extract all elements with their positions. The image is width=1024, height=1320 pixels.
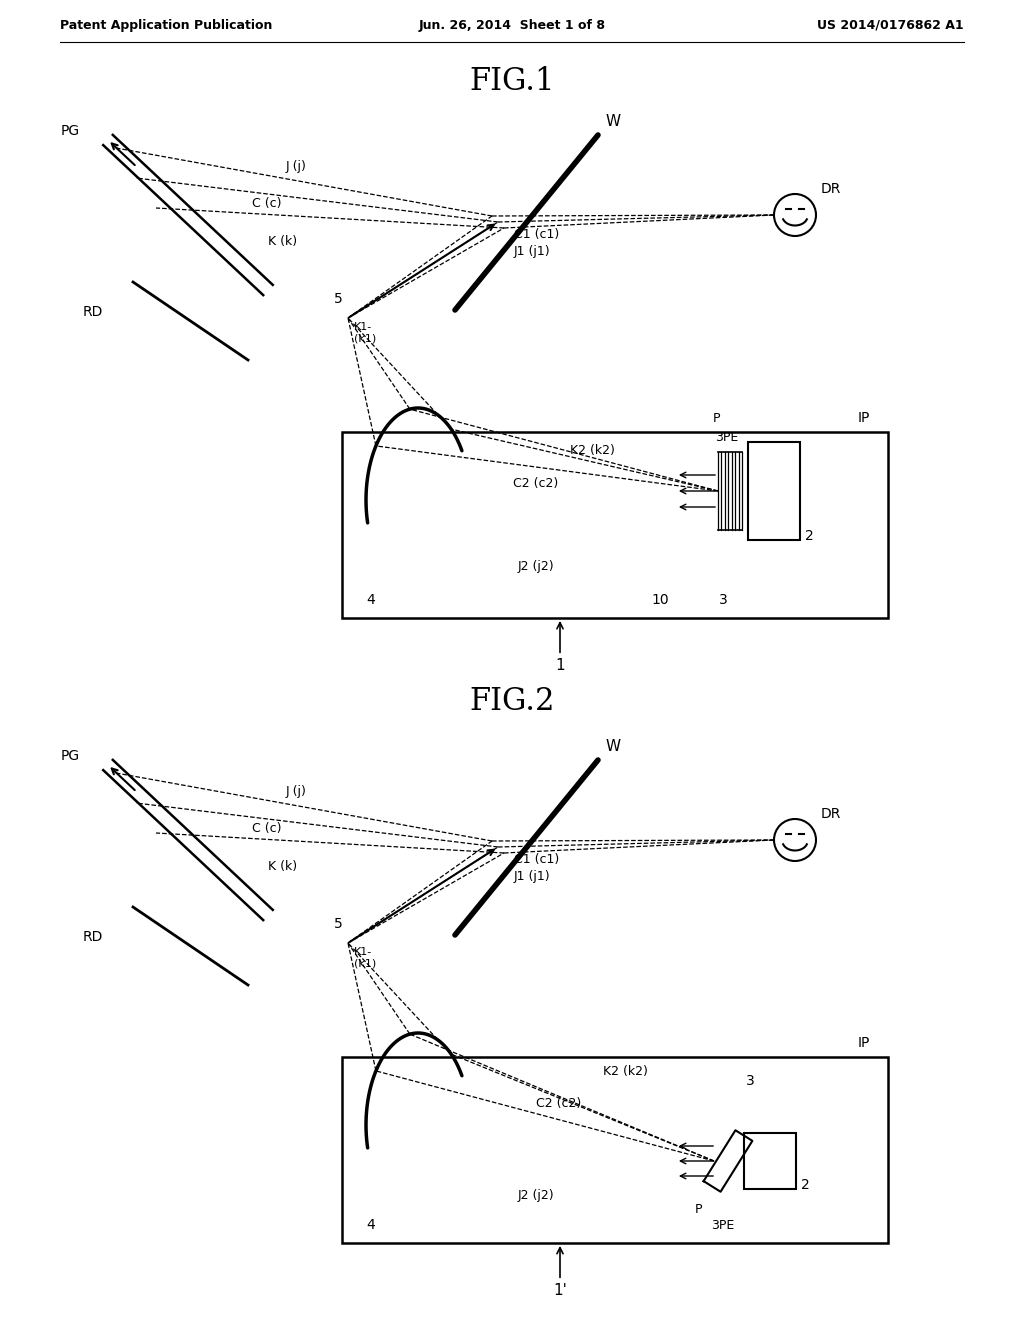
Text: 3PE: 3PE: [715, 432, 738, 444]
Text: 1: 1: [555, 623, 565, 673]
Text: 3: 3: [745, 1074, 755, 1088]
Text: K1-
(k1): K1- (k1): [354, 322, 376, 343]
Text: FIG.2: FIG.2: [469, 686, 555, 718]
Text: PG: PG: [60, 748, 80, 763]
Text: RD: RD: [83, 305, 103, 319]
Text: DR: DR: [821, 182, 842, 195]
Text: P: P: [694, 1203, 701, 1216]
Text: W: W: [606, 114, 622, 129]
Text: RD: RD: [83, 931, 103, 944]
Text: C2 (c2): C2 (c2): [513, 477, 558, 490]
Text: 4: 4: [366, 593, 375, 607]
Bar: [748, 442, 800, 540]
Bar: [744, 1133, 796, 1189]
Text: 4: 4: [366, 1218, 375, 1232]
Text: K (k): K (k): [268, 235, 297, 248]
Text: PG: PG: [60, 124, 80, 139]
Text: C2 (c2): C2 (c2): [536, 1097, 582, 1110]
Text: K2 (k2): K2 (k2): [570, 444, 614, 457]
Text: DR: DR: [821, 807, 842, 821]
Text: 1': 1': [553, 1247, 567, 1298]
Text: IP: IP: [858, 411, 870, 425]
Text: 5: 5: [334, 917, 343, 931]
Text: 2: 2: [801, 1177, 810, 1192]
Text: C (c): C (c): [252, 197, 282, 210]
Text: FIG.1: FIG.1: [469, 66, 555, 98]
Text: Jun. 26, 2014  Sheet 1 of 8: Jun. 26, 2014 Sheet 1 of 8: [419, 18, 605, 32]
Text: US 2014/0176862 A1: US 2014/0176862 A1: [817, 18, 964, 32]
Text: IP: IP: [858, 1036, 870, 1049]
Text: 3: 3: [719, 593, 727, 607]
Text: K1-
(k1): K1- (k1): [354, 946, 376, 969]
Text: J (j): J (j): [286, 785, 307, 799]
Bar: [342, 432, 888, 618]
Text: K2 (k2): K2 (k2): [603, 1065, 648, 1078]
Text: 10: 10: [651, 593, 669, 607]
Text: C (c): C (c): [252, 822, 282, 836]
Text: J1 (j1): J1 (j1): [514, 870, 551, 883]
Text: W: W: [606, 739, 622, 754]
Text: J2 (j2): J2 (j2): [518, 1189, 554, 1203]
Text: J1 (j1): J1 (j1): [514, 246, 551, 257]
Text: 2: 2: [805, 529, 814, 543]
Text: C1 (c1): C1 (c1): [514, 853, 559, 866]
Bar: [342, 1057, 888, 1243]
Text: J2 (j2): J2 (j2): [518, 560, 554, 573]
Text: 5: 5: [334, 292, 343, 306]
Text: Patent Application Publication: Patent Application Publication: [60, 18, 272, 32]
Text: J (j): J (j): [286, 160, 307, 173]
Text: P: P: [713, 412, 720, 425]
Text: 3PE: 3PE: [712, 1218, 734, 1232]
Text: C1 (c1): C1 (c1): [514, 228, 559, 242]
Text: K (k): K (k): [268, 861, 297, 873]
